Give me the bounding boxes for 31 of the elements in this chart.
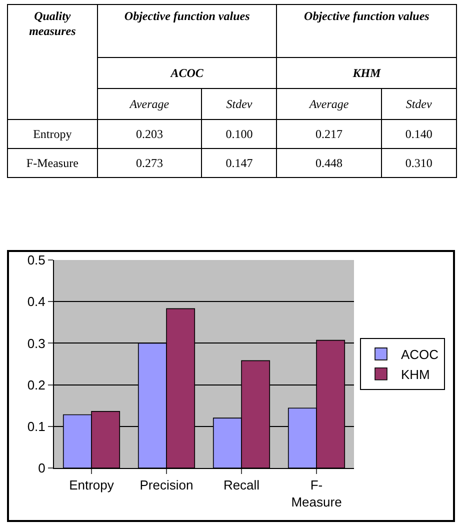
legend-label: KHM xyxy=(401,366,430,382)
text: 0.147 xyxy=(226,156,253,170)
text: 0.273 xyxy=(136,156,163,170)
text: 0.448 xyxy=(316,156,343,170)
x-tick-label: Entropy xyxy=(69,478,114,493)
category-label: Average xyxy=(276,88,382,120)
category-label: Entropy xyxy=(33,126,72,140)
y-tick-label: 0.3 xyxy=(27,336,46,351)
x-tick-label: F-Measure xyxy=(291,478,342,510)
category-label: F-Measure xyxy=(26,156,78,170)
text: KHM xyxy=(276,58,456,88)
text: 0.203 xyxy=(136,126,163,140)
y-tick-label: 0 xyxy=(38,460,46,476)
text: 0.310 xyxy=(405,156,432,170)
y-tick-label: 0.1 xyxy=(27,418,46,434)
y-tick-label: 0.2 xyxy=(27,377,46,392)
y-tick-label: 0.4 xyxy=(27,294,46,310)
text: 0.100 xyxy=(226,126,253,140)
text: ACOC xyxy=(97,58,277,88)
category-label: Average xyxy=(97,88,202,120)
category-label: Stdev xyxy=(202,88,277,120)
text: 0.217 xyxy=(316,126,343,140)
text: Objective function values xyxy=(97,4,277,58)
x-tick-label: Recall xyxy=(223,478,260,493)
text: 0.140 xyxy=(405,126,432,140)
text: Quality measures xyxy=(8,4,98,120)
y-tick-label: 0.5 xyxy=(27,252,46,268)
legend-label: ACOC xyxy=(401,347,439,362)
text: Objective function values xyxy=(276,4,456,58)
x-tick-label: Precision xyxy=(140,478,194,493)
category-label: Stdev xyxy=(381,88,456,120)
